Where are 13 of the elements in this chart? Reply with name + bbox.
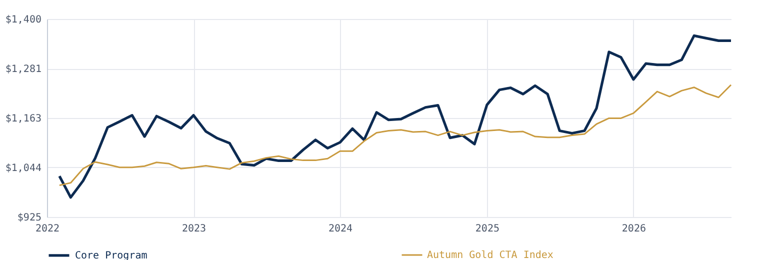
y-tick-label: $1,281 [5,64,42,76]
x-tick-label: 2024 [328,224,353,234]
x-tick-label: 2025 [475,224,500,234]
y-tick-label: $1,400 [5,14,42,26]
x-tick-label: 2022 [35,224,60,234]
line-series [58,84,732,186]
x-tick-label: 2023 [182,224,206,234]
y-tick-label: $1,044 [5,162,42,174]
x-tick-label: 2026 [622,224,646,234]
y-tick-label: $1,163 [5,113,42,124]
y-tick-label: $925 [17,212,42,224]
line-series [58,34,732,199]
legend-label: Autumn Gold CTA Index [427,250,554,260]
